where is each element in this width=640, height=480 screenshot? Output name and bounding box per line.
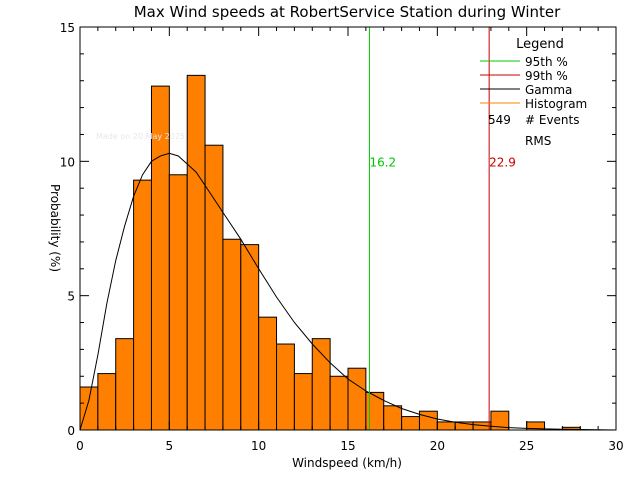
chart-title: Max Wind speeds at RobertService Station…	[134, 3, 561, 21]
histogram-bar	[401, 416, 420, 431]
histogram-bars	[79, 74, 581, 431]
percentile-lines: 16.2 22.9	[368, 27, 516, 430]
x-axis-label: Windspeed (km/h)	[292, 456, 402, 470]
percentile-label: 22.9	[489, 156, 516, 170]
histogram-bar	[258, 316, 278, 431]
x-tick-label: 25	[519, 439, 534, 453]
legend-entry-label: Histogram	[525, 97, 587, 111]
legend-events-label: # Events	[525, 113, 580, 127]
histogram-bar	[204, 144, 224, 431]
histogram-bar	[186, 74, 206, 431]
histogram-bar	[418, 410, 438, 431]
histogram-bar	[240, 244, 260, 431]
y-tick-label: 10	[60, 155, 75, 169]
axis-ticks: 0 5 10 15 20 25 30 0 5 10 15	[60, 21, 624, 453]
x-tick-label: 10	[251, 439, 266, 453]
y-tick-label: 15	[60, 21, 75, 35]
x-tick-label: 5	[166, 439, 174, 453]
histogram-bar	[168, 174, 188, 431]
histogram-bar	[311, 338, 331, 431]
histogram-bar	[115, 338, 135, 431]
histogram-bar	[436, 421, 456, 431]
legend-events-count: 549	[488, 113, 511, 127]
histogram-bar	[293, 373, 313, 431]
legend-rms-label: RMS	[525, 134, 551, 148]
histogram-bar	[97, 373, 117, 431]
histogram-bar	[133, 179, 152, 431]
histogram-bar	[329, 375, 349, 431]
histogram-bar	[383, 405, 403, 431]
legend-entry-label: Gamma	[525, 83, 572, 97]
y-tick-label: 0	[67, 424, 75, 438]
histogram-bar	[79, 386, 99, 431]
x-tick-label: 30	[608, 439, 623, 453]
legend-entry-label: 95th %	[525, 55, 568, 69]
x-tick-label: 15	[340, 439, 355, 453]
x-tick-label: 20	[430, 439, 445, 453]
histogram-bar	[365, 391, 385, 431]
legend-title: Legend	[516, 37, 564, 52]
y-axis-label: Probability (%)	[48, 184, 62, 272]
histogram-bar	[347, 367, 367, 431]
legend-entry-label: 99th %	[525, 69, 568, 83]
histogram-bar	[222, 238, 242, 431]
y-tick-label: 5	[67, 290, 75, 304]
percentile-label: 16.2	[369, 156, 396, 170]
histogram-bar	[276, 343, 295, 431]
x-tick-label: 0	[76, 439, 84, 453]
gamma-curve	[79, 152, 617, 431]
watermark: Made on 20 May 2025	[96, 132, 185, 141]
